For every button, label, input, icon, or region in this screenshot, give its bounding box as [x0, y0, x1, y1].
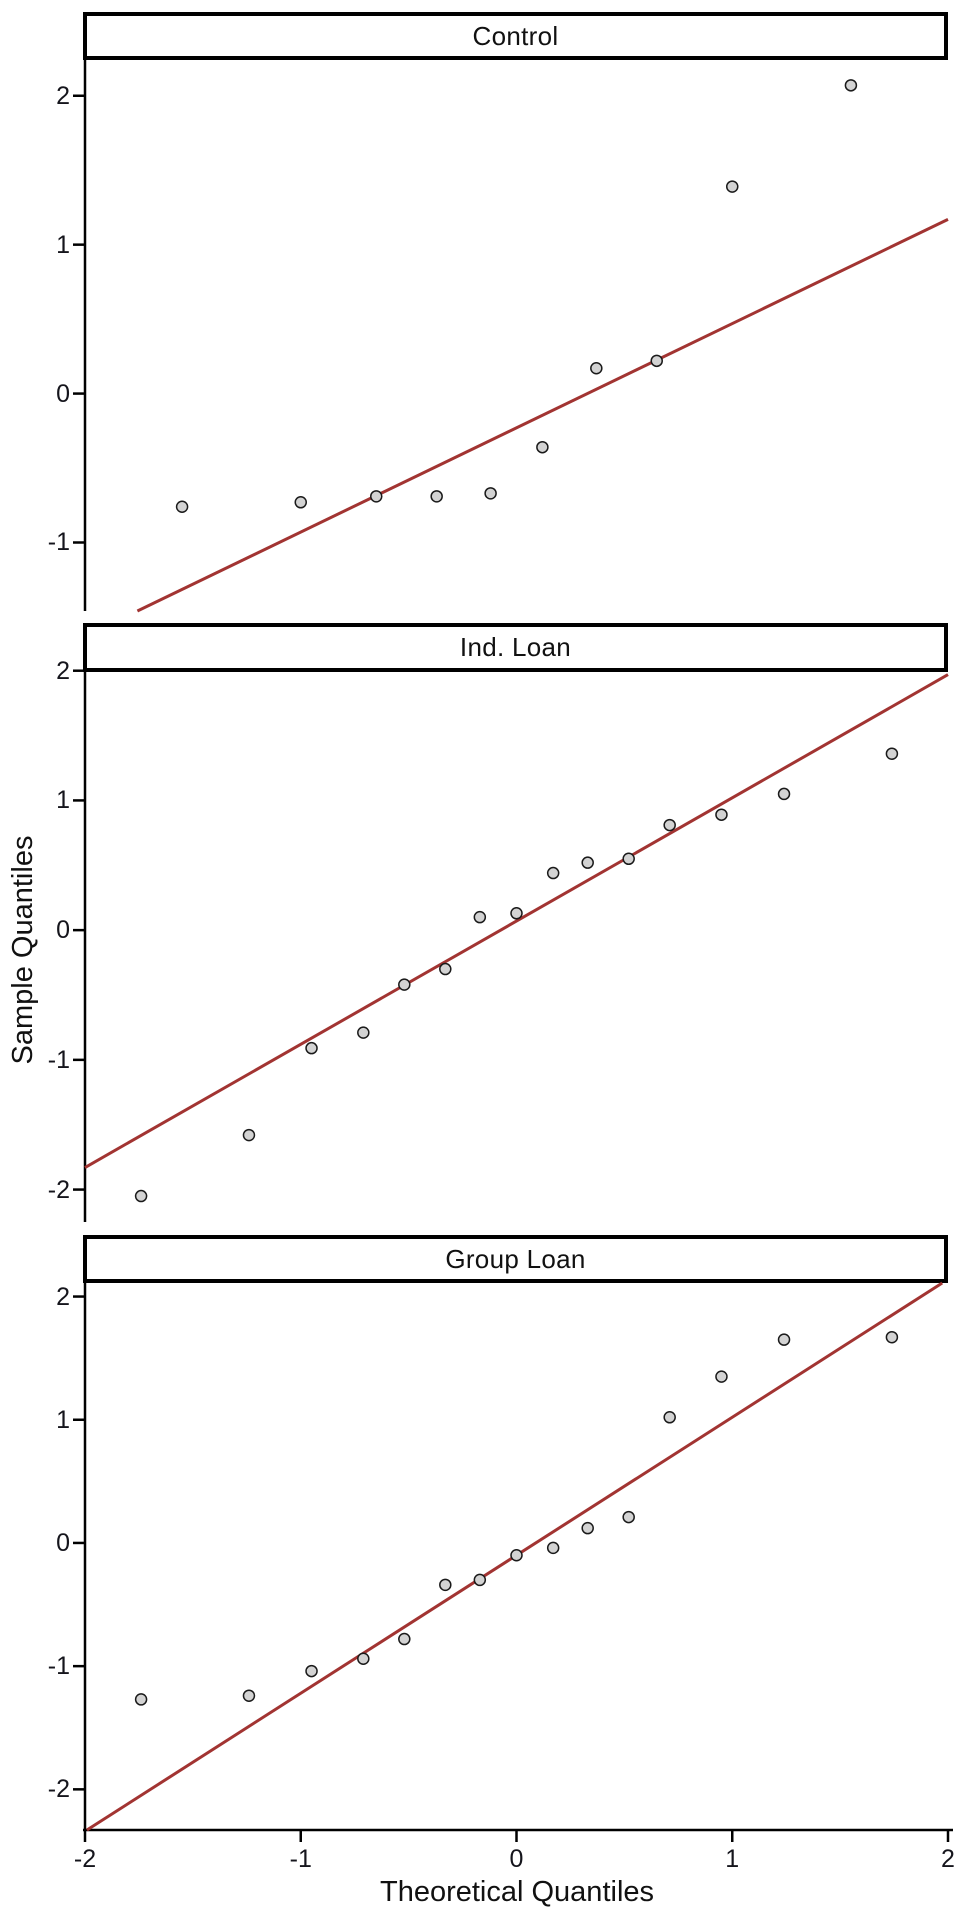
x-axis-title: Theoretical Quantiles — [379, 1876, 655, 1908]
data-point — [581, 856, 594, 869]
data-point — [398, 978, 411, 991]
data-point — [536, 440, 549, 454]
strip-ind-loan: Ind. Loan — [83, 623, 948, 672]
data-point — [590, 362, 603, 375]
y-tick-label: -1 — [47, 528, 70, 557]
x-tick-label: 1 — [725, 1845, 740, 1873]
y-tick-label: -1 — [47, 1045, 70, 1074]
y-tick-label: 2 — [56, 81, 70, 110]
data-point — [134, 1693, 148, 1706]
qq-line — [136, 217, 949, 613]
panel-group-loan-plot — [73, 1281, 953, 1842]
y-tick-label: -1 — [47, 1652, 70, 1681]
strip-title-group-loan: Group Loan — [445, 1243, 586, 1274]
data-point — [242, 1128, 256, 1142]
strip-group-loan: Group Loan — [83, 1235, 948, 1283]
data-point — [546, 1541, 560, 1555]
data-point — [715, 1370, 728, 1383]
data-point — [398, 1632, 411, 1646]
data-point — [777, 1333, 791, 1346]
data-point — [844, 79, 858, 92]
y-tick-label: 1 — [56, 230, 70, 259]
x-tick-label: 2 — [941, 1845, 955, 1873]
y-axis-title: Sample Quantiles — [7, 835, 39, 1065]
data-point — [546, 866, 560, 880]
x-tick-label: -1 — [289, 1845, 312, 1873]
data-point — [242, 1689, 256, 1702]
data-point — [357, 1026, 370, 1039]
strip-title-ind-loan: Ind. Loan — [459, 632, 572, 662]
data-point — [663, 818, 676, 832]
data-point — [439, 962, 452, 976]
x-tick-label: -2 — [73, 1845, 97, 1873]
data-point — [473, 910, 487, 924]
data-point — [510, 907, 523, 920]
qq-line — [84, 673, 949, 1169]
data-point — [622, 1510, 635, 1524]
data-point — [473, 1573, 487, 1587]
data-point — [777, 787, 791, 801]
y-tick-label: 2 — [56, 656, 70, 685]
data-point — [305, 1664, 318, 1678]
data-point — [430, 490, 443, 503]
data-point — [370, 490, 383, 503]
data-point — [294, 496, 307, 509]
data-point — [663, 1411, 676, 1424]
y-tick-label: 0 — [56, 916, 70, 945]
data-point — [510, 1549, 523, 1562]
data-point — [357, 1652, 370, 1666]
data-point — [439, 1578, 452, 1592]
data-point — [134, 1189, 148, 1203]
y-tick-label: -2 — [47, 1175, 70, 1204]
strip-control: Control — [83, 12, 948, 60]
x-tick-label: 0 — [509, 1845, 524, 1873]
panel-ind-loan-plot — [73, 669, 949, 1222]
data-point — [581, 1521, 594, 1535]
strip-title-control: Control — [472, 20, 559, 51]
y-tick-label: 1 — [56, 786, 70, 815]
y-tick-label: 0 — [56, 1528, 70, 1557]
data-point — [650, 354, 663, 368]
data-point — [885, 747, 899, 760]
data-point — [715, 808, 728, 821]
y-tick-label: -2 — [47, 1775, 70, 1804]
data-point — [175, 500, 189, 514]
data-point — [885, 1330, 899, 1344]
y-tick-label: 0 — [56, 379, 70, 408]
data-point — [622, 852, 635, 866]
panel-control-plot — [73, 60, 949, 613]
data-point — [305, 1041, 318, 1055]
data-point — [484, 487, 497, 500]
data-point — [726, 180, 739, 193]
y-tick-label: 1 — [56, 1405, 70, 1434]
y-tick-label: 2 — [56, 1282, 70, 1311]
